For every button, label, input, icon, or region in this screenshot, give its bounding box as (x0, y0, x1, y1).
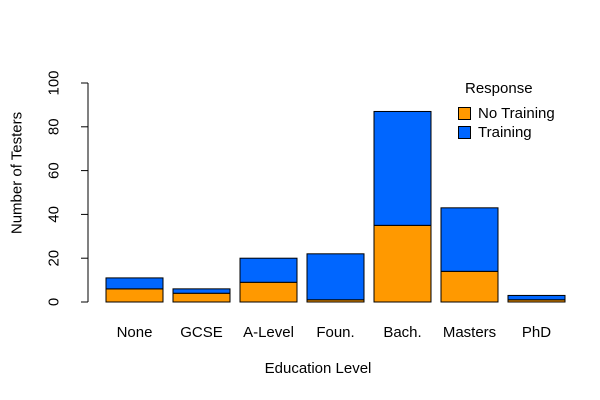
y-axis-title: Number of Testers (8, 111, 26, 235)
legend-title: Response (465, 80, 533, 97)
bar-segment-training (306, 253, 365, 301)
x-tick-label: A-Level (243, 324, 294, 341)
y-tick-label: 100 (46, 70, 63, 95)
x-axis-title: Education Level (264, 360, 372, 377)
bar-segment-training (172, 288, 231, 294)
y-tick-label: 60 (46, 162, 63, 179)
bar-segment-training (440, 207, 499, 272)
x-tick-label: PhD (521, 324, 552, 341)
legend-label: No Training (478, 105, 555, 122)
bar-segment-training (373, 110, 432, 226)
legend-label: Training (478, 124, 532, 141)
x-tick-label: Bach. (383, 324, 422, 341)
legend-swatch-icon (458, 126, 471, 139)
bar-segment-no-training (172, 292, 231, 303)
bar-segment-no-training (373, 224, 432, 303)
bar-segment-training (239, 257, 298, 283)
bar-segment-training (507, 294, 566, 301)
legend: Response No Training Training (458, 80, 555, 142)
y-tick-label: 0 (46, 298, 63, 306)
bar-segment-training (105, 277, 164, 290)
legend-items: No Training Training (458, 104, 555, 142)
legend-item: Training (458, 123, 555, 142)
legend-item: No Training (458, 104, 555, 123)
y-tick-label: 20 (46, 250, 63, 267)
x-tick-label: GCSE (180, 324, 223, 341)
y-tick-label: 80 (46, 118, 63, 135)
x-tick-label: Foun. (316, 324, 355, 341)
bar-segment-no-training (239, 281, 298, 303)
legend-swatch-icon (458, 107, 471, 120)
x-tick-label: None (116, 324, 153, 341)
x-tick-label: Masters (442, 324, 497, 341)
y-tick-label: 40 (46, 206, 63, 223)
bar-segment-no-training (105, 288, 164, 303)
bar-segment-no-training (440, 270, 499, 303)
